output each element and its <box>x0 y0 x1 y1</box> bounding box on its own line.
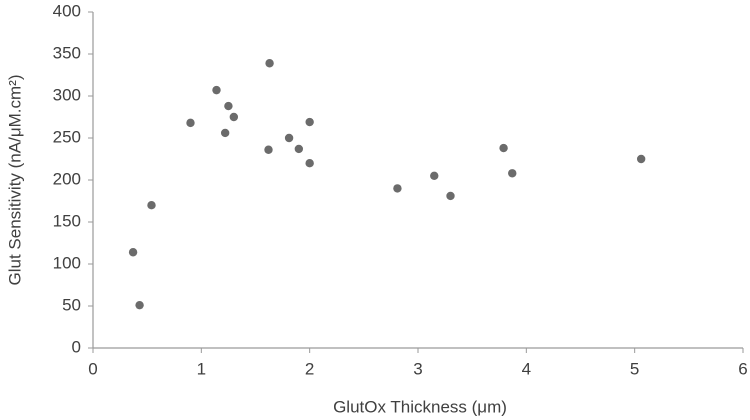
x-tick-label: 5 <box>630 359 639 378</box>
y-axis-title: Glut Sensitivity (nA/μM.cm²) <box>5 75 24 286</box>
point <box>305 117 314 127</box>
point <box>499 143 508 153</box>
y-tick-label: 0 <box>72 337 81 356</box>
y-tick-label: 350 <box>53 43 81 62</box>
x-tick-label: 2 <box>305 359 314 378</box>
point <box>147 201 156 210</box>
point <box>212 85 221 95</box>
point <box>128 248 138 257</box>
point <box>430 171 439 180</box>
point <box>393 184 402 193</box>
y-tick-label: 150 <box>53 211 81 230</box>
point <box>135 300 144 310</box>
point <box>229 112 239 122</box>
point <box>305 159 314 168</box>
point <box>294 144 304 154</box>
y-tick-label: 400 <box>53 1 81 20</box>
x-tick-label: 4 <box>522 359 531 378</box>
point <box>265 59 274 68</box>
x-tick-label: 6 <box>738 359 747 378</box>
point <box>264 145 273 154</box>
point <box>636 154 646 164</box>
y-tick-label: 50 <box>62 295 81 314</box>
x-tick-label: 0 <box>88 359 97 378</box>
point <box>508 169 517 178</box>
point <box>284 133 294 143</box>
y-tick-label: 100 <box>53 253 81 272</box>
point <box>446 191 455 201</box>
point <box>186 118 195 128</box>
x-tick-label: 3 <box>413 359 422 378</box>
y-tick-label: 200 <box>53 169 81 188</box>
point <box>224 101 233 111</box>
y-tick-label: 300 <box>53 85 81 104</box>
x-tick-label: 1 <box>197 359 206 378</box>
y-tick-label: 250 <box>53 127 81 146</box>
point <box>220 128 230 138</box>
x-axis-title: GlutOx Thickness (μm) <box>333 397 507 416</box>
